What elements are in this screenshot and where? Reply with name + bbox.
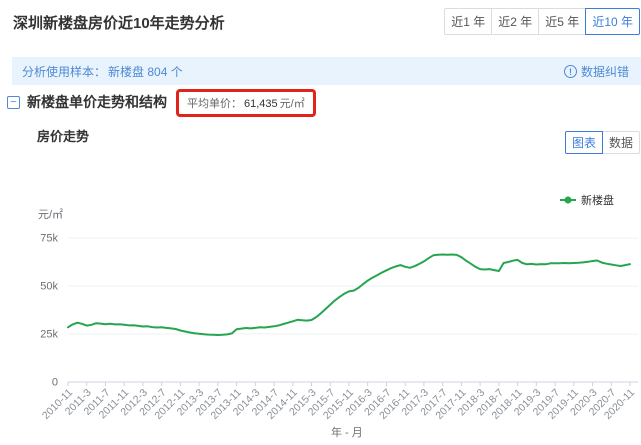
tab-10-year[interactable]: 近10 年 — [585, 8, 640, 35]
x-axis-name: 年 - 月 — [331, 425, 363, 439]
average-price-unit: 元/㎡ — [279, 98, 305, 110]
sample-label: 分析使用样本： — [22, 64, 107, 79]
average-price-label: 平均单价： — [187, 98, 242, 110]
collapse-section-icon[interactable]: − — [7, 96, 20, 109]
section-title: 新楼盘单价走势和结构 — [27, 94, 167, 110]
legend-dot-icon — [564, 196, 572, 204]
y-tick-label: 0 — [52, 377, 58, 389]
chart-view-toggle: 图表 数据 — [565, 131, 640, 154]
y-axis-unit-label: 元/㎡ — [38, 208, 63, 221]
info-circle-icon: ! — [563, 64, 577, 78]
data-correction-link[interactable]: ! 数据纠错 — [563, 63, 629, 80]
chart-view-button[interactable]: 图表 — [565, 131, 603, 154]
chart-legend[interactable]: 新楼盘 — [560, 193, 614, 207]
y-tick-label: 25k — [40, 329, 58, 341]
y-tick-label: 75k — [40, 233, 58, 245]
legend-label: 新楼盘 — [581, 193, 614, 207]
sample-count: 新楼盘 804 个 — [108, 64, 183, 79]
page-title: 深圳新楼盘房价近10年走势分析 — [13, 15, 225, 32]
sample-info-bar: 分析使用样本： 新楼盘 804 个 ! 数据纠错 — [12, 57, 641, 85]
data-view-button[interactable]: 数据 — [602, 131, 640, 154]
average-price-highlight: 平均单价： 61,435 元/㎡ — [176, 89, 316, 117]
tab-5-year[interactable]: 近5 年 — [538, 8, 587, 35]
chart-title: 房价走势 — [37, 129, 90, 144]
sample-info-text: 分析使用样本： 新楼盘 804 个 — [22, 63, 185, 80]
average-price-value: 61,435 — [244, 98, 278, 110]
y-tick-label: 50k — [40, 281, 58, 293]
data-correction-label: 数据纠错 — [580, 64, 629, 79]
price-line-series — [67, 253, 631, 336]
time-range-tabs: 近1 年 近2 年 近5 年 近10 年 — [444, 8, 640, 35]
